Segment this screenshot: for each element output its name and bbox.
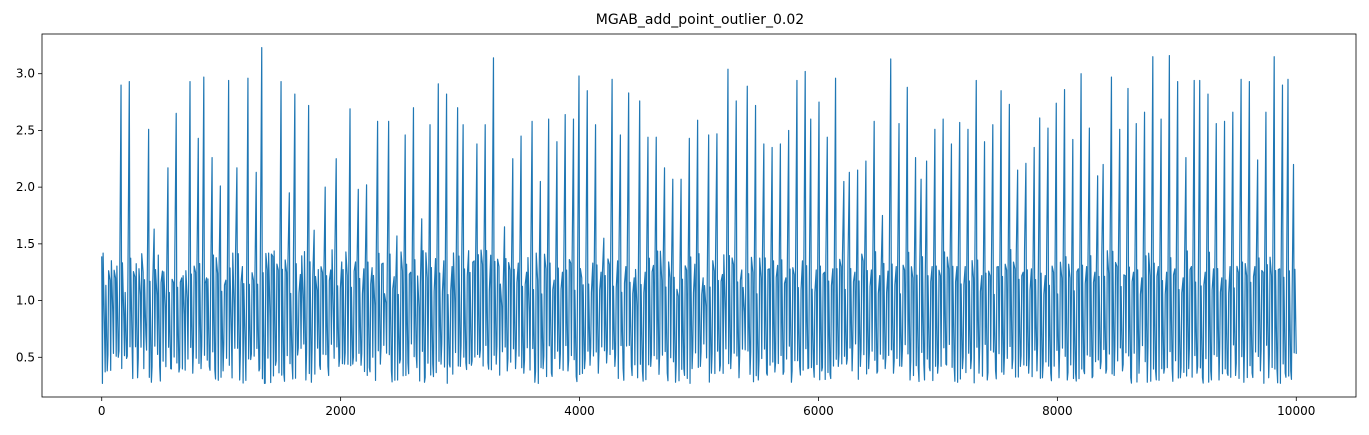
x-tick-label: 2000 <box>325 404 356 418</box>
chart-title: MGAB_add_point_outlier_0.02 <box>596 12 804 28</box>
y-tick-label: 2.0 <box>16 180 35 194</box>
series-line <box>101 47 1297 384</box>
x-tick-label: 8000 <box>1042 404 1073 418</box>
y-axis: 0.5 1.0 1.5 2.0 2.5 3.0 <box>16 67 42 364</box>
x-tick-label: 10000 <box>1277 404 1315 418</box>
x-axis: 0 2000 4000 6000 8000 10000 <box>98 397 1315 418</box>
plot-frame <box>41 33 1357 398</box>
y-tick-label: 1.5 <box>16 237 35 251</box>
x-tick-label: 4000 <box>564 404 595 418</box>
y-tick-label: 1.0 <box>16 294 35 308</box>
y-tick-label: 2.5 <box>16 123 35 137</box>
plot-area <box>101 47 1297 384</box>
x-tick-label: 0 <box>98 404 106 418</box>
x-tick-label: 6000 <box>803 404 834 418</box>
y-tick-label: 0.5 <box>16 350 35 364</box>
y-tick-label: 3.0 <box>16 67 35 81</box>
